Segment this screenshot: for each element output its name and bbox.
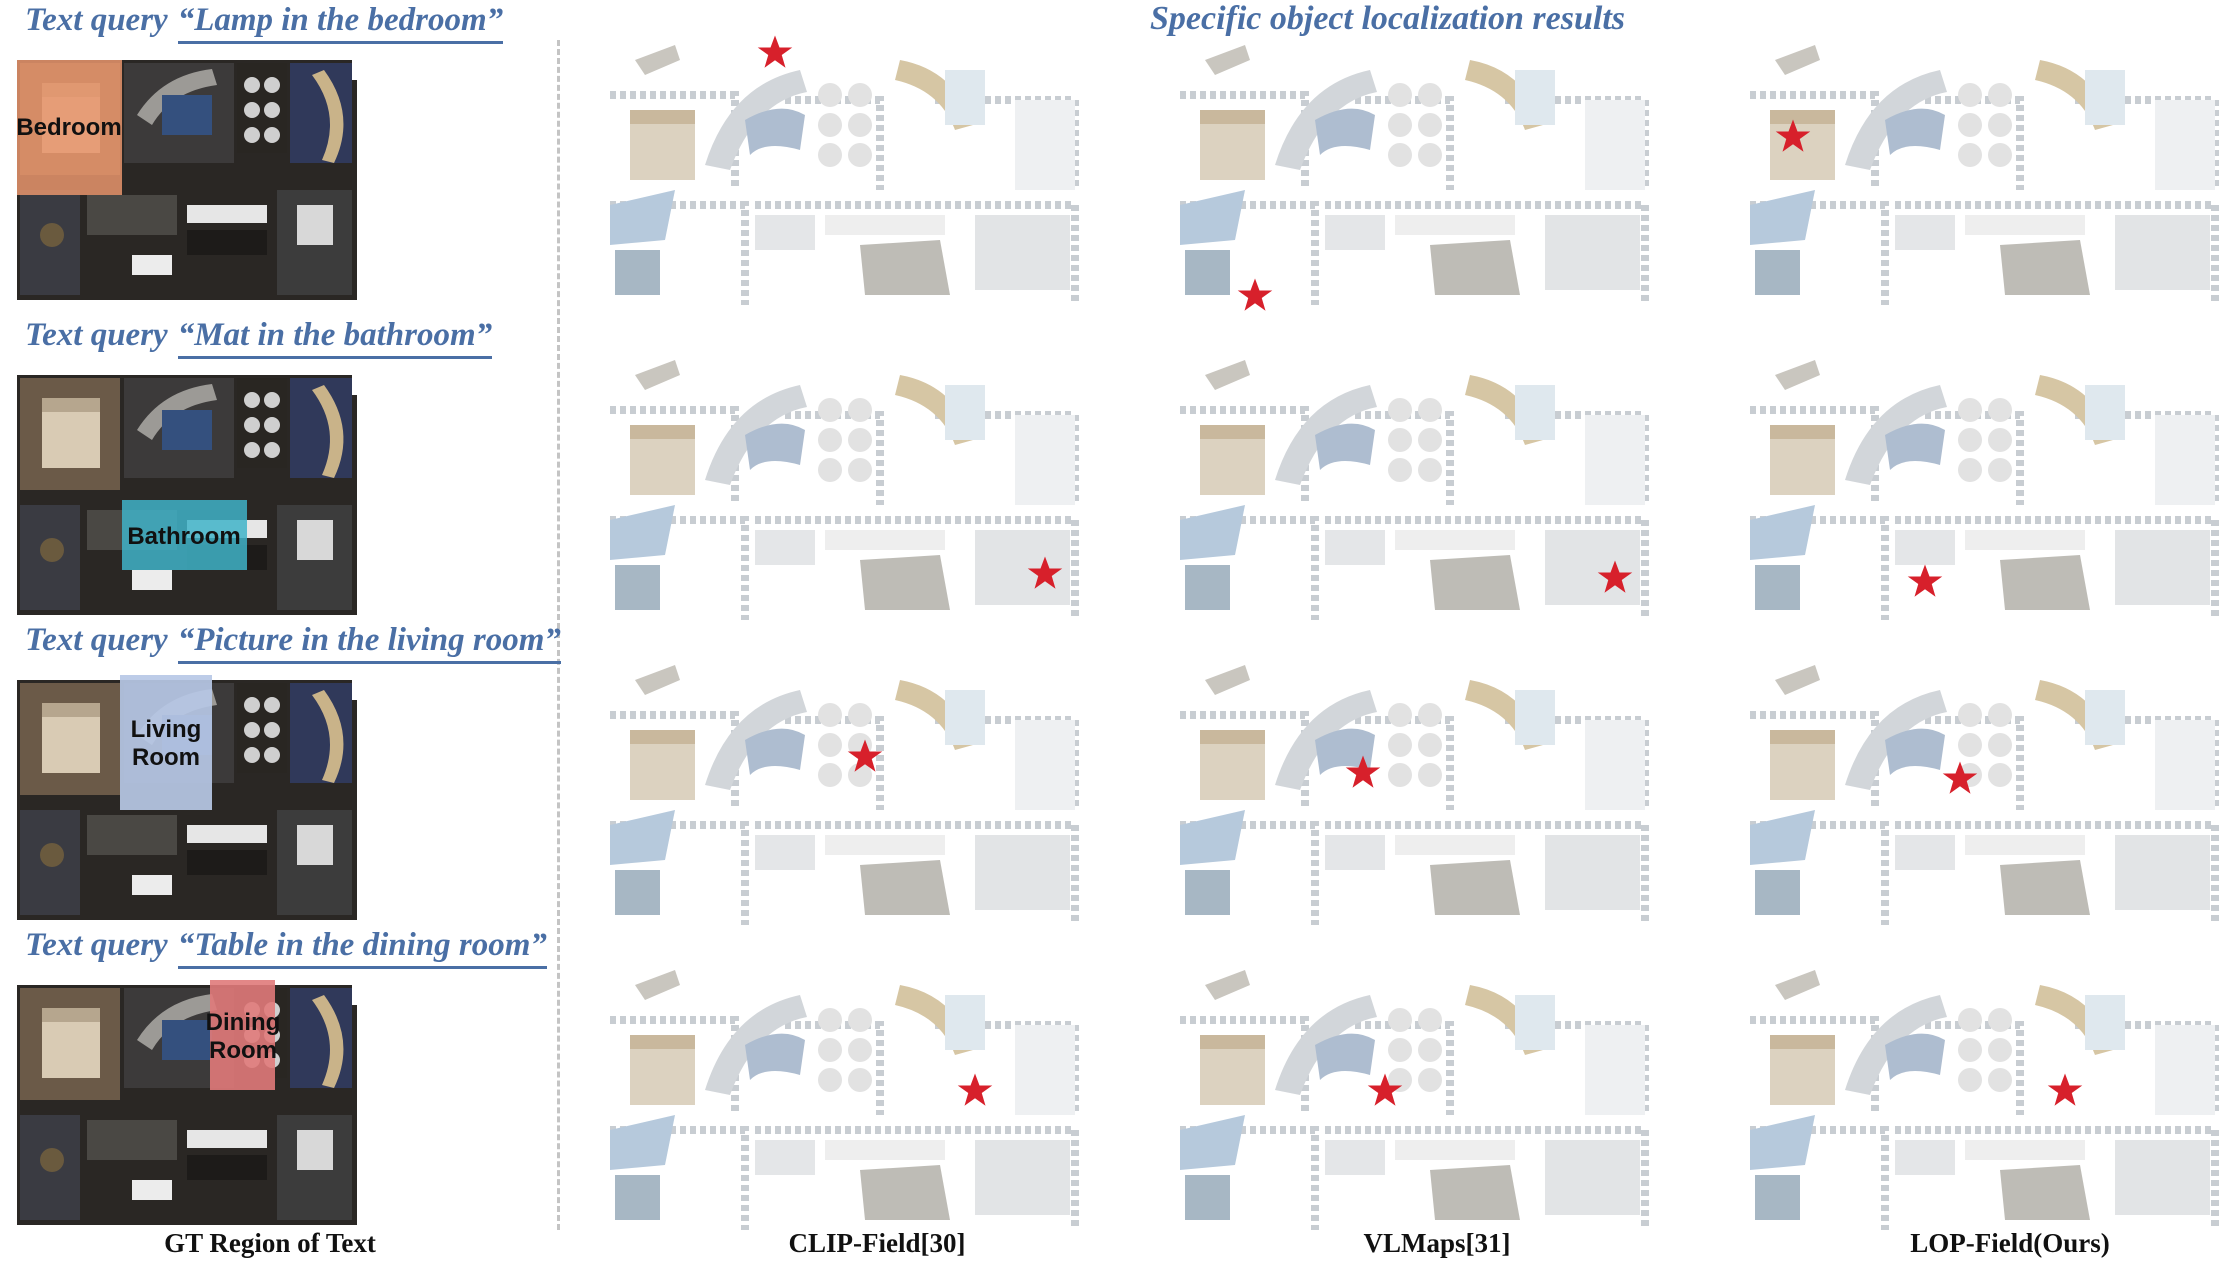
red-star-icon xyxy=(1237,278,1273,311)
query-prefix: Text query xyxy=(25,927,168,963)
query-text: “Mat in the bathroom” xyxy=(177,317,493,359)
region-label: Bathroom xyxy=(127,523,240,550)
figure-title: Specific object localization results xyxy=(1150,0,1626,37)
query-text: “Table in the dining room” xyxy=(177,927,547,969)
clip-field-map xyxy=(595,355,1095,635)
red-star-icon xyxy=(1907,564,1943,597)
red-star-icon xyxy=(1942,761,1978,794)
gt-region-map: Bedroom xyxy=(12,55,502,305)
query-prefix: Text query xyxy=(25,317,168,353)
red-star-icon xyxy=(757,35,793,68)
lop-field-map xyxy=(1735,355,2235,635)
vlmaps-map xyxy=(1165,40,1665,320)
gt-region-map: Bathroom xyxy=(12,370,502,620)
column-divider xyxy=(557,40,560,1230)
query-row-bathroom: Text query “Mat in the bathroom” Bathroom xyxy=(0,315,2237,615)
clip-field-map xyxy=(595,965,1095,1245)
red-star-icon xyxy=(1027,556,1063,589)
red-star-icon xyxy=(1367,1073,1403,1106)
caption-clip-field: CLIP-Field[30] xyxy=(788,1228,966,1258)
region-label-line-1: Dining xyxy=(206,1009,281,1036)
red-star-icon xyxy=(1345,755,1381,788)
text-query: Text query “Mat in the bathroom” xyxy=(25,317,493,359)
gt-region-highlight xyxy=(120,675,212,810)
lop-field-map xyxy=(1735,660,2235,940)
vlmaps-map xyxy=(1165,965,1665,1245)
caption-vlmaps: VLMaps[31] xyxy=(1363,1228,1511,1258)
red-star-icon xyxy=(2047,1073,2083,1106)
gt-region-map: Living Room xyxy=(12,675,502,925)
query-row-dining-room: Text query “Table in the dining room” Din… xyxy=(0,925,2237,1225)
clip-field-map xyxy=(595,35,1095,320)
red-star-icon xyxy=(847,739,883,772)
query-text: “Picture in the living room” xyxy=(177,622,561,664)
vlmaps-map xyxy=(1165,660,1665,940)
red-star-icon xyxy=(1775,119,1811,152)
query-prefix: Text query xyxy=(25,622,168,658)
query-prefix: Text query xyxy=(25,2,168,38)
query-row-bedroom: Text query “Lamp in the bedroom” Bedroom xyxy=(0,0,2237,300)
text-query: Text query “Table in the dining room” xyxy=(25,927,547,969)
text-query: Text query “Lamp in the bedroom” xyxy=(25,2,504,44)
caption-lop-field: LOP-Field(Ours) xyxy=(1910,1228,2110,1258)
query-text: “Lamp in the bedroom” xyxy=(177,2,504,44)
gt-region-highlight xyxy=(122,500,247,570)
region-label-line-1: Living xyxy=(131,716,202,743)
text-query: Text query “Picture in the living room” xyxy=(25,622,561,664)
region-label-line-2: Room xyxy=(132,744,200,771)
red-star-icon xyxy=(957,1073,993,1106)
vlmaps-map xyxy=(1165,355,1665,635)
region-label-line-2: Room xyxy=(209,1037,277,1064)
lop-field-map xyxy=(1735,40,2235,320)
region-label: Bedroom xyxy=(16,114,121,141)
gt-region-map: Dining Room xyxy=(12,980,502,1230)
gt-region-highlight xyxy=(17,60,122,195)
caption-gt-region: GT Region of Text xyxy=(164,1228,376,1258)
clip-field-map xyxy=(595,660,1095,940)
query-row-living-room: Text query “Picture in the living room” L… xyxy=(0,620,2237,920)
lop-field-map xyxy=(1735,965,2235,1245)
red-star-icon xyxy=(1597,560,1633,593)
gt-region-highlight xyxy=(210,980,275,1090)
